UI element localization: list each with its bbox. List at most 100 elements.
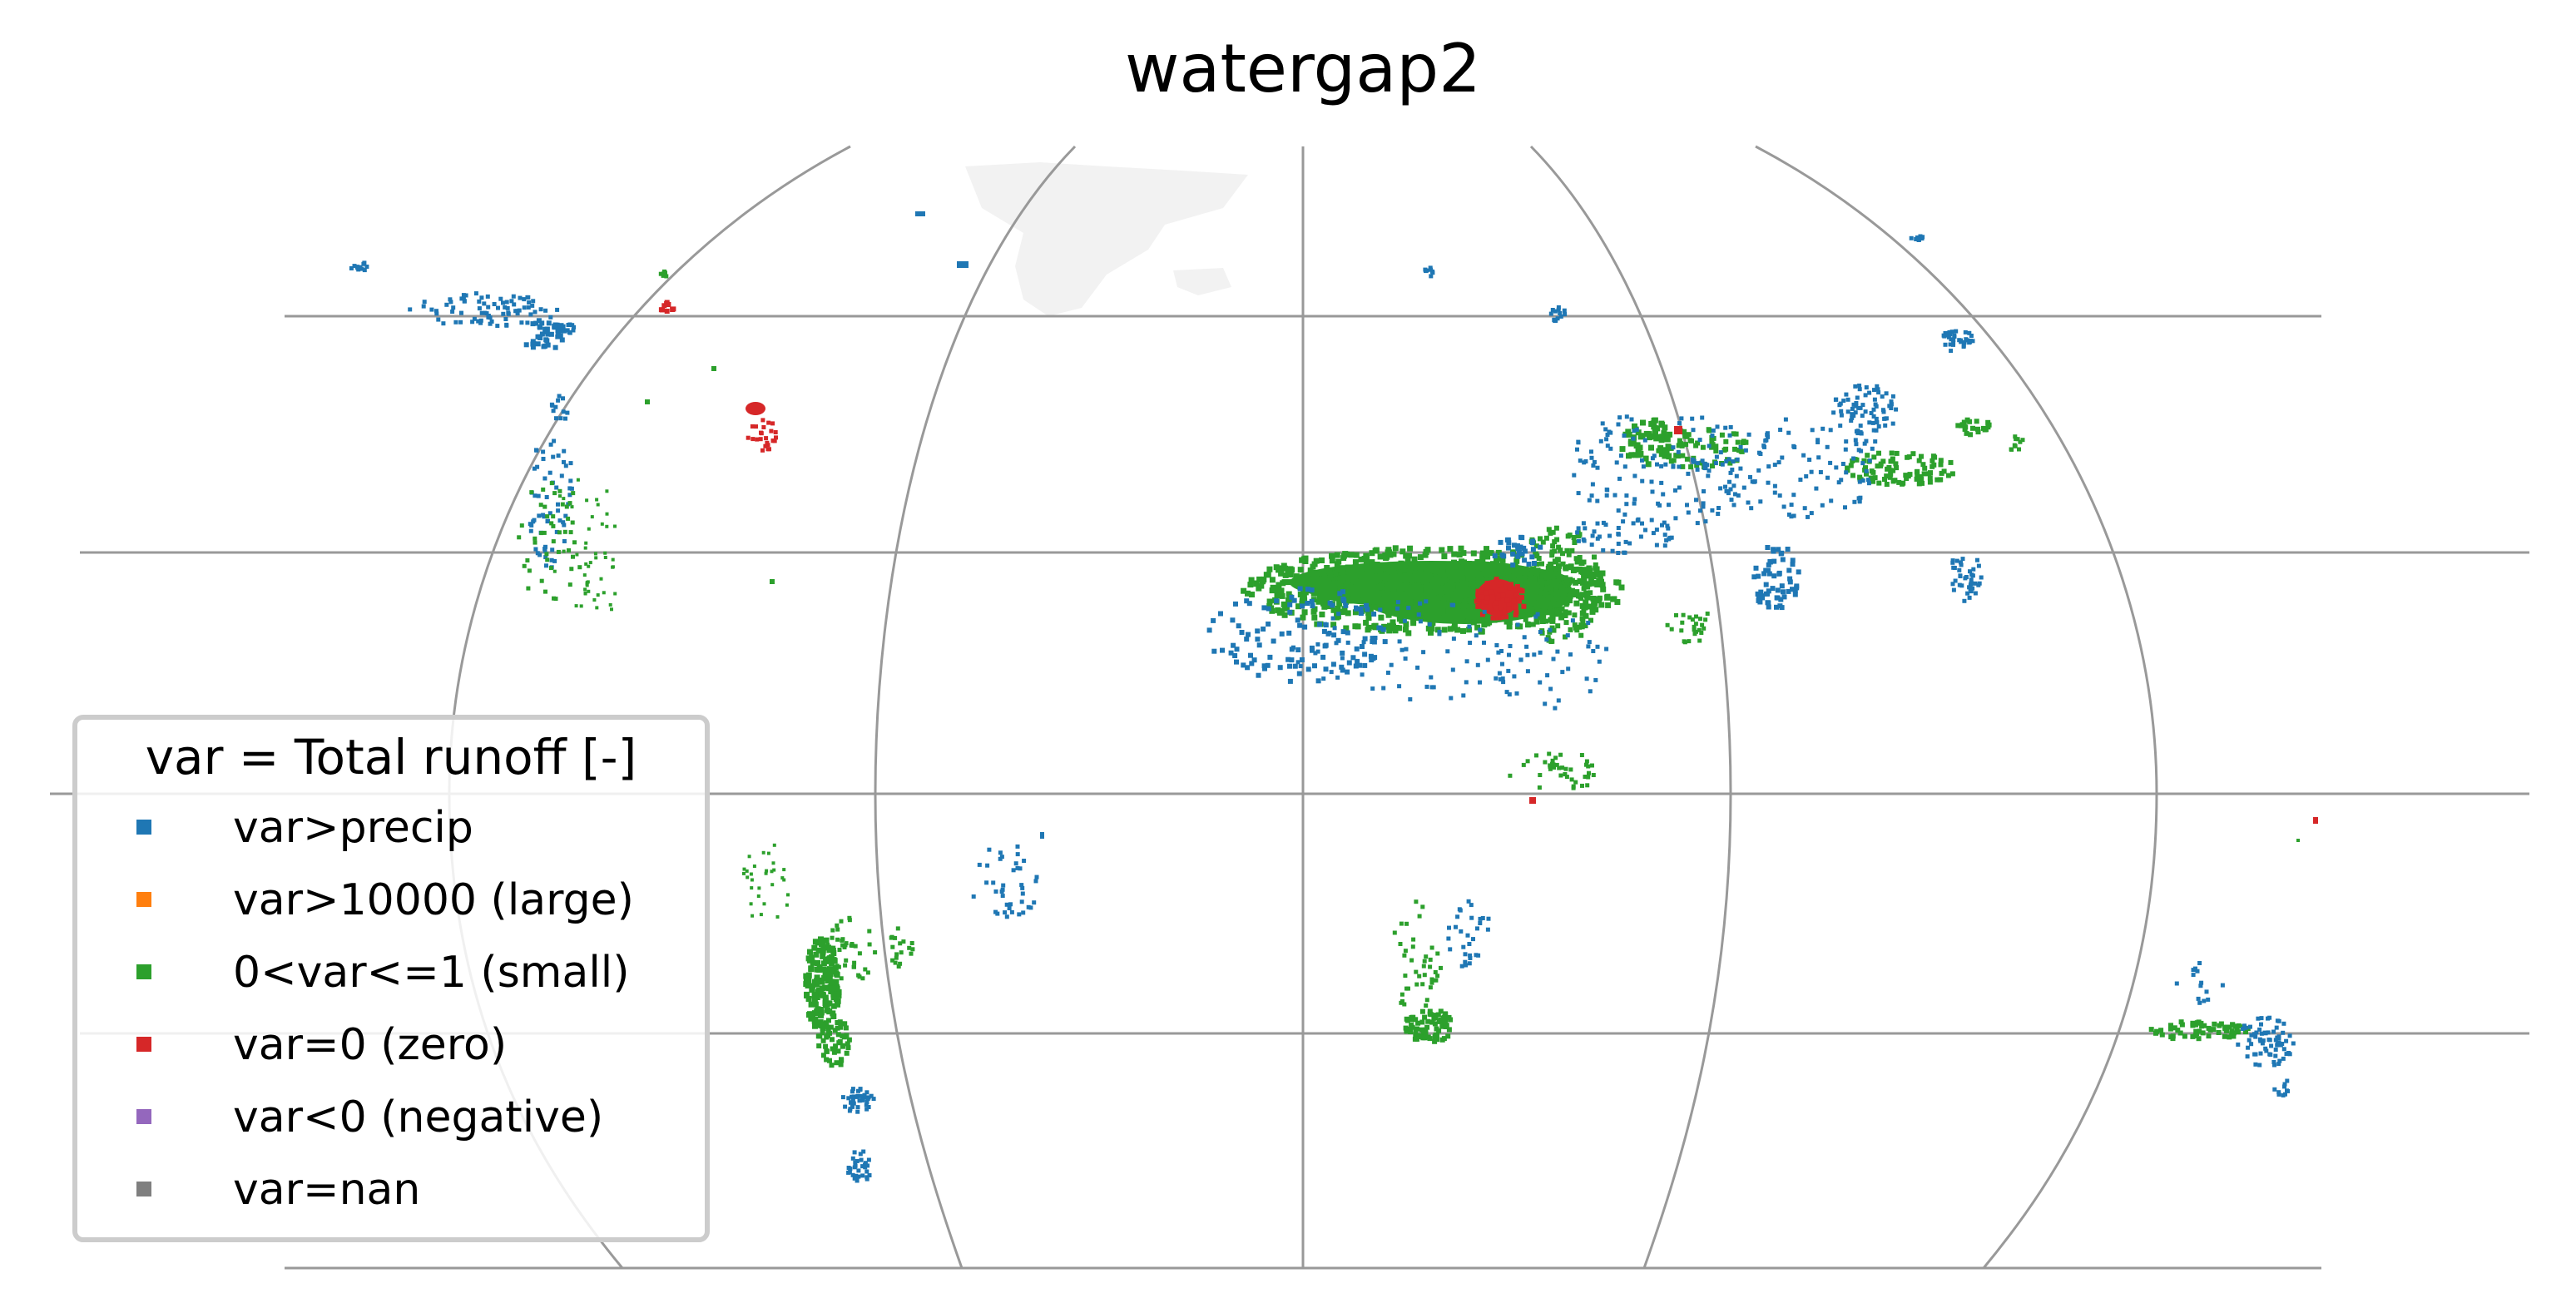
flagged-cell-1475: [1652, 453, 1657, 458]
flagged-cell-945: [1255, 637, 1261, 642]
flagged-cell-1835: [1838, 424, 1843, 429]
flagged-cell-1170: [1568, 652, 1573, 657]
flagged-cell-1194: [1580, 783, 1584, 788]
flagged-cell-1610: [1848, 463, 1854, 468]
flagged-cell-2073: [505, 305, 510, 310]
flagged-cell-750: [1548, 569, 1554, 574]
flagged-cell-1106: [1451, 602, 1456, 607]
flagged-cell-1762: [1867, 458, 1872, 463]
flagged-cell-1632: [1928, 470, 1933, 476]
flagged-cell-946: [1274, 598, 1280, 604]
flagged-cell-2271: [533, 493, 537, 498]
flagged-cell-804: [1543, 618, 1548, 624]
flagged-cell-1521: [1643, 528, 1647, 533]
flagged-cell-1973: [1948, 342, 1953, 347]
flagged-cell-1065: [1524, 644, 1529, 649]
flagged-cell-2227: [568, 461, 573, 466]
flagged-cell-2620: [867, 929, 872, 934]
flagged-cell-2129: [543, 337, 549, 343]
flagged-cell-202: [1247, 582, 1254, 588]
flagged-cell-2965: [2199, 1023, 2205, 1029]
flagged-cell-2757: [907, 945, 912, 950]
flagged-cell-1108: [1416, 612, 1421, 617]
flagged-cell-29: [1400, 567, 1407, 573]
flagged-cell-2010: [1424, 268, 1429, 273]
flagged-cell-1382: [1715, 424, 1720, 429]
flagged-cell-1893: [1766, 604, 1771, 610]
flagged-cell-213: [1439, 547, 1445, 553]
flagged-cell-3020: [2280, 1042, 2285, 1046]
flagged-cell-992: [1289, 594, 1295, 600]
flagged-cell-1381: [1695, 521, 1700, 526]
flagged-cell-2376: [770, 579, 775, 584]
flagged-cell-618: [1490, 563, 1497, 570]
flagged-cell-858: [1587, 566, 1593, 572]
flagged-cell-1012: [1299, 657, 1305, 662]
flagged-cell-694: [1390, 551, 1397, 557]
flagged-cell-1173: [1604, 647, 1609, 652]
flagged-cell-783: [1535, 567, 1541, 573]
flagged-cell-2175: [664, 309, 670, 314]
flagged-cell-1539: [1698, 617, 1702, 622]
flagged-cell-1961: [1949, 349, 1954, 354]
flagged-cell-2299: [533, 540, 537, 545]
flagged-cell-1768: [1746, 500, 1751, 505]
flagged-cell-713: [1593, 565, 1598, 571]
flagged-cell-2016: [1909, 235, 1914, 240]
flagged-cell-2632: [830, 1037, 835, 1043]
flagged-cell-954: [1256, 642, 1262, 648]
flagged-cell-2673: [837, 1039, 843, 1044]
flagged-cell-538: [1439, 607, 1446, 614]
flagged-cell-1706: [1850, 412, 1855, 417]
flagged-cell-3033: [2266, 1030, 2271, 1035]
flagged-cell-2614: [843, 963, 848, 968]
flagged-cell-214: [1345, 610, 1351, 617]
flagged-cell-660: [1365, 627, 1371, 633]
flagged-cell-321: [1548, 603, 1555, 610]
flagged-cell-732: [1520, 567, 1526, 572]
flagged-cell-584: [1419, 584, 1425, 591]
flagged-cell-1146: [1532, 561, 1537, 566]
flagged-cell-2334: [595, 498, 599, 502]
flagged-cell-2322: [545, 514, 550, 519]
flagged-cell-1249: [1646, 434, 1652, 441]
flagged-cell-2066: [458, 320, 463, 325]
flagged-cell-2421: [1040, 832, 1044, 839]
flagged-cell-613: [1554, 557, 1561, 563]
flagged-cell-563: [1479, 582, 1485, 588]
flagged-cell-2178: [664, 300, 670, 305]
flagged-cell-528: [1569, 587, 1575, 594]
flagged-cell-1829: [1724, 488, 1729, 493]
flagged-cell-2370: [608, 602, 612, 607]
flagged-cell-543: [1390, 623, 1396, 630]
flagged-cell-30: [1341, 606, 1348, 612]
flagged-cell-650: [1256, 576, 1263, 582]
flagged-cell-2894: [1467, 942, 1472, 946]
flagged-cell-668: [1311, 606, 1318, 612]
flagged-cell-350: [1253, 580, 1260, 587]
flagged-cell-2319: [557, 488, 562, 493]
flagged-cell-902: [1479, 587, 1485, 593]
flagged-cell-2218: [565, 410, 570, 415]
flagged-cell-2350: [602, 591, 606, 595]
flagged-cell-602: [1419, 615, 1425, 622]
flagged-cell-663: [1333, 594, 1340, 601]
flagged-cell-2285: [527, 568, 532, 573]
flagged-cell-1985: [1967, 340, 1972, 345]
flagged-cell-2387: [1021, 910, 1026, 915]
flagged-cell-1346: [1688, 464, 1694, 470]
flagged-cell-1127: [1529, 554, 1535, 560]
flagged-cell-2885: [1448, 1017, 1454, 1023]
flagged-cell-1725: [1874, 416, 1879, 421]
flagged-cell-2021: [2313, 817, 2318, 824]
flagged-cell-2766: [893, 935, 898, 940]
flagged-cell-1120: [1474, 633, 1479, 638]
flagged-cell-2152: [570, 323, 575, 328]
flagged-cell-2029: [548, 315, 553, 320]
flagged-cell-1526: [1576, 538, 1581, 543]
flagged-cell-632: [1560, 594, 1567, 600]
flagged-cell-944: [1287, 602, 1293, 607]
flagged-cell-813: [1593, 562, 1598, 567]
flagged-cell-548: [1281, 601, 1287, 607]
flagged-cell-892: [1513, 604, 1518, 610]
